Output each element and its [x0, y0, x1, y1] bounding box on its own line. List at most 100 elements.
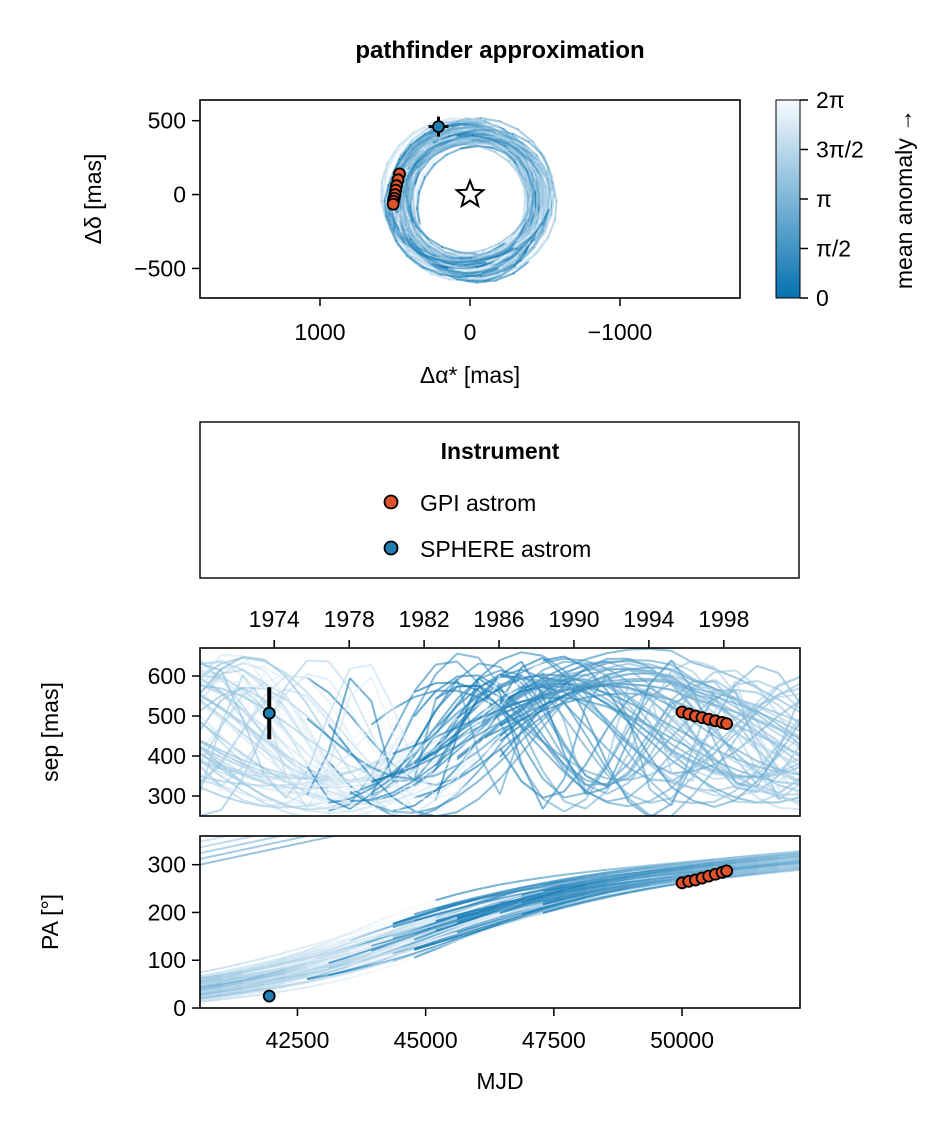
sep-orbit-segment: [456, 717, 479, 729]
pa-orbit-segment: [285, 945, 308, 954]
pa-orbit-segment: [628, 887, 651, 894]
pa-orbit-segment: [456, 918, 479, 927]
pa-orbit-segment: [542, 905, 565, 914]
sep-orbit-segment: [306, 677, 330, 702]
pa-orbit-segment: [628, 872, 651, 878]
pa-orbit-segment: [542, 895, 565, 902]
sky-orbit-segment: [496, 263, 514, 275]
sky-orbit-segment: [535, 211, 546, 231]
sep-orbit-segment: [756, 718, 779, 729]
sky-orbit-segment: [439, 273, 462, 279]
sky-y-tick-label: 0: [173, 182, 186, 208]
pa-orbit-segment: [392, 922, 415, 933]
pa-orbit-segment: [264, 976, 286, 982]
pa-orbit-segment: [778, 867, 800, 872]
pa-orbit-segment: [349, 962, 372, 971]
sep-orbit-segment: [200, 668, 223, 694]
sky-orbit-segment: [448, 125, 472, 131]
sep-orbit-segment: [413, 798, 437, 815]
sep-orbit-segment: [756, 683, 780, 704]
sky-orbit-segment: [494, 272, 515, 282]
pa-orbit-segment: [585, 876, 608, 882]
sky-orbit-segment: [535, 236, 550, 255]
sep-orbit-segment: [307, 770, 329, 776]
pa-orbit-segment: [757, 862, 779, 867]
sky-orbit-segment: [433, 153, 448, 166]
sep-orbit-segment: [221, 680, 243, 684]
sep-orbit-segment: [328, 766, 351, 773]
pa-orbit-segment: [221, 986, 243, 992]
sep-orbit-segment: [263, 755, 287, 775]
sep-orbit-segment: [285, 786, 308, 790]
sep-orbit-segment: [242, 681, 265, 691]
pa-orbit-segment: [607, 881, 629, 886]
pa-orbit-segment: [242, 977, 265, 984]
pa-orbit-segment: [413, 899, 437, 909]
pa-orbit-segment: [542, 899, 565, 907]
sky-orbit-segment: [432, 148, 449, 162]
sep-orbit-segment: [542, 655, 565, 662]
sep-orbit-segment: [349, 770, 373, 799]
sep-orbit-segment: [200, 739, 222, 752]
sep-orbit-segment: [692, 732, 715, 751]
pa-orbit-segment: [392, 917, 415, 927]
pa-orbit-segment: [392, 934, 415, 944]
pa-orbit-segment: [606, 882, 629, 888]
sep-orbit-segment: [585, 691, 608, 705]
pa-orbit-segment: [735, 868, 758, 873]
sep-orbit-segment: [285, 780, 308, 794]
pa-orbit-segment: [242, 988, 265, 994]
pa-orbit-wrap: [200, 836, 339, 866]
sky-orbit-segment: [521, 157, 535, 175]
pa-orbit-segment: [413, 926, 437, 936]
sep-orbit-segment: [542, 741, 565, 759]
sep-orbit-segment: [671, 799, 693, 805]
pa-orbit-segment: [221, 971, 244, 979]
pa-orbit-segment: [456, 905, 479, 914]
pa-orbit-segment: [264, 968, 286, 977]
pa-orbit-segment: [414, 913, 436, 922]
pa-orbit-segment: [499, 886, 522, 894]
sep-orbit-segment: [370, 796, 394, 814]
pa-y-label: PA [°]: [37, 894, 63, 950]
pa-orbit-segment: [478, 903, 501, 911]
pa-orbit-segment: [478, 918, 501, 928]
sep-orbit-segment: [200, 715, 223, 737]
pa-orbit-segment: [413, 925, 437, 935]
sep-orbit-segment: [520, 727, 544, 772]
sep-orbit-segment: [221, 795, 244, 804]
sky-orbit-segment: [403, 177, 409, 199]
sep-orbit-segment: [263, 658, 287, 678]
sep-orbit-segment: [435, 738, 458, 753]
pa-orbit-segment: [542, 889, 565, 898]
sep-orbit-segment: [649, 726, 673, 746]
sep-orbit-segment: [285, 675, 308, 679]
sep-orbit-segment: [328, 752, 351, 767]
sep-orbit-segment: [200, 671, 222, 682]
sep-orbit-segment: [435, 779, 458, 798]
year-tick-label: 1978: [324, 606, 375, 632]
sep-orbit-segment: [220, 718, 244, 739]
sep-markers: [262, 687, 734, 740]
sep-orbit-segment: [735, 699, 758, 716]
sky-orbit-segment: [445, 268, 468, 275]
sky-orbit-segment: [512, 150, 530, 164]
sky-orbit-segment: [546, 218, 557, 239]
sky-orbit-segment: [547, 175, 553, 194]
pa-orbit-segment: [349, 961, 372, 969]
sep-orbit-segment: [670, 683, 694, 710]
sep-orbit-segment: [649, 722, 673, 752]
pa-orbit-segment: [585, 871, 608, 878]
sep-orbit-segment: [777, 740, 800, 790]
sky-orbit-segment: [454, 140, 478, 145]
pa-orbit-segment: [349, 971, 372, 979]
sky-orbit-segment: [512, 218, 526, 235]
sep-orbit-segment: [327, 723, 351, 752]
sep-orbit-segment: [306, 699, 330, 726]
sky-markers: [386, 116, 486, 211]
sep-orbit-segment: [777, 672, 800, 704]
sep-y-tick-label: 500: [148, 703, 186, 729]
sky-orbit-segment: [504, 153, 518, 170]
sky-orbit-segment: [426, 236, 444, 249]
